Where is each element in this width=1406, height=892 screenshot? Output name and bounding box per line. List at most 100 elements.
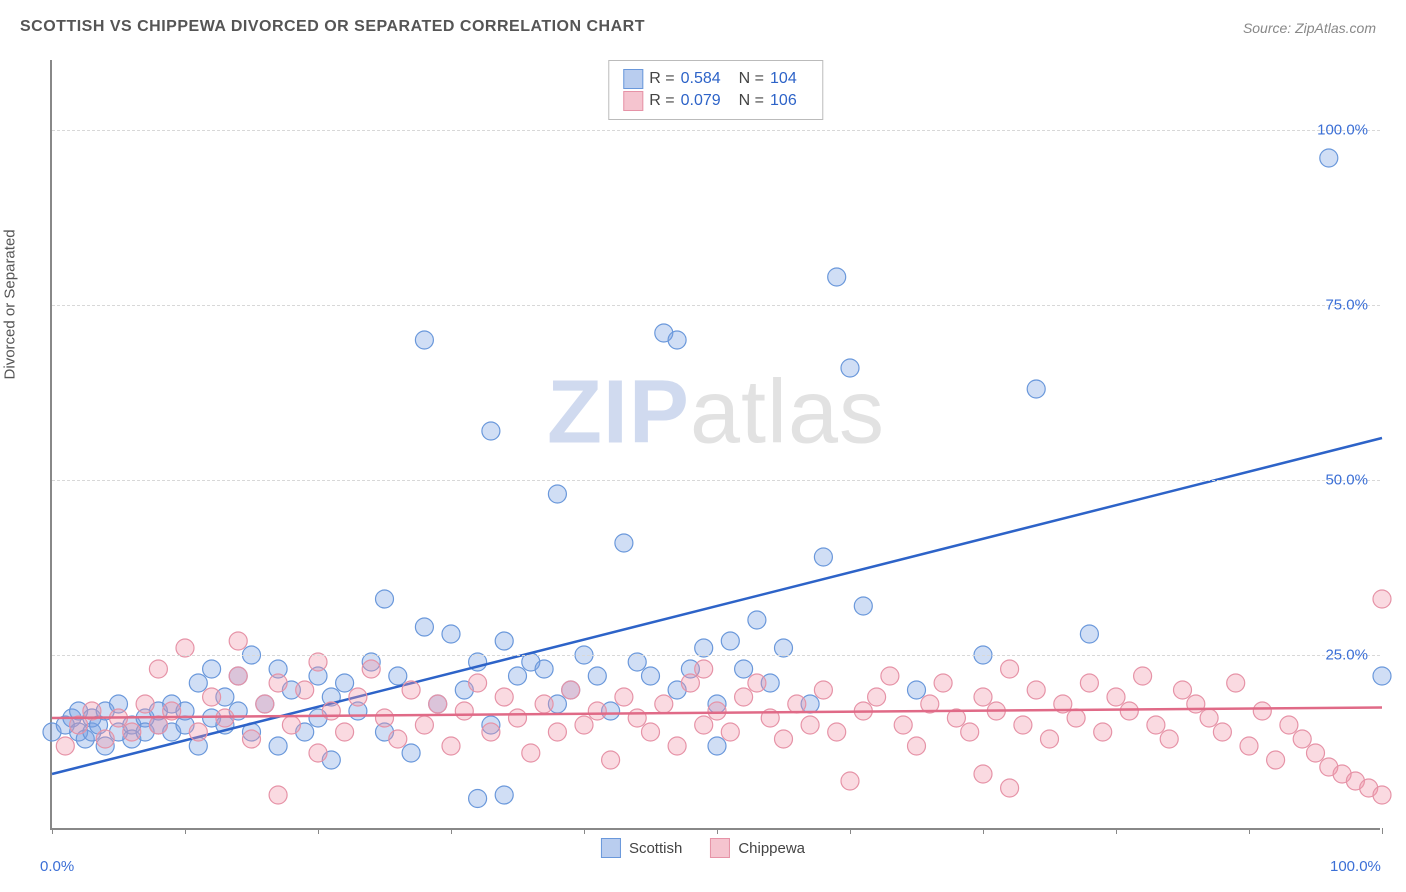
data-point [854,597,872,615]
x-tick [1249,828,1250,834]
y-tick-label: 100.0% [1317,122,1368,139]
data-point [881,667,899,685]
data-point [575,716,593,734]
data-point [562,681,580,699]
chippewa-swatch-icon [710,838,730,858]
source-label: Source: [1243,20,1291,36]
data-point [442,737,460,755]
data-point [735,660,753,678]
data-point [243,730,261,748]
data-point [96,730,114,748]
data-point [482,422,500,440]
data-point [1134,667,1152,685]
data-point [429,695,447,713]
x-axis-max-label: 100.0% [1330,858,1381,875]
data-point [203,660,221,678]
data-point [495,688,513,706]
data-point [974,688,992,706]
data-point [522,744,540,762]
data-point [1373,667,1391,685]
data-point [482,723,500,741]
data-point [548,723,566,741]
data-point [376,590,394,608]
data-point [1187,695,1205,713]
data-point [1280,716,1298,734]
data-point [1253,702,1271,720]
data-point [402,681,420,699]
data-point [282,716,300,734]
data-point [189,674,207,692]
data-point [442,625,460,643]
data-point [615,688,633,706]
data-point [149,660,167,678]
data-point [123,723,141,741]
x-tick [451,828,452,834]
data-point [402,744,420,762]
data-point [1307,744,1325,762]
data-point [256,695,274,713]
data-point [1147,716,1165,734]
data-point [721,723,739,741]
data-point [1067,709,1085,727]
data-point [695,716,713,734]
data-point [1240,737,1258,755]
data-point [376,709,394,727]
data-point [548,485,566,503]
trend-line [52,438,1382,774]
data-point [588,667,606,685]
data-point [336,674,354,692]
data-point [1080,625,1098,643]
y-tick-label: 50.0% [1325,472,1368,489]
source-value: ZipAtlas.com [1295,20,1376,36]
x-tick [1382,828,1383,834]
data-point [934,674,952,692]
data-point [1041,730,1059,748]
data-point [56,737,74,755]
data-point [668,331,686,349]
x-tick [983,828,984,834]
gridline [52,480,1380,481]
data-point [415,331,433,349]
legend-chippewa-label: Chippewa [738,840,805,857]
data-point [389,667,407,685]
data-point [469,790,487,808]
data-point [1027,380,1045,398]
gridline [52,130,1380,131]
data-point [203,688,221,706]
data-point [336,723,354,741]
data-point [229,667,247,685]
data-point [721,632,739,650]
legend-item-chippewa: Chippewa [710,838,805,858]
data-point [495,786,513,804]
data-point [1373,590,1391,608]
data-point [535,695,553,713]
data-point [1014,716,1032,734]
data-point [642,723,660,741]
data-point [495,632,513,650]
x-tick [584,828,585,834]
data-point [801,716,819,734]
data-point [828,268,846,286]
data-point [788,695,806,713]
data-point [509,709,527,727]
data-point [469,674,487,692]
data-point [322,702,340,720]
source-attribution: Source: ZipAtlas.com [1243,20,1376,36]
data-point [269,737,287,755]
data-point [908,737,926,755]
data-point [748,674,766,692]
data-point [1293,730,1311,748]
gridline [52,305,1380,306]
data-point [748,611,766,629]
data-point [814,548,832,566]
data-point [509,667,527,685]
data-point [1267,751,1285,769]
data-point [189,723,207,741]
data-point [389,730,407,748]
data-point [362,660,380,678]
data-point [1001,660,1019,678]
data-point [269,786,287,804]
data-point [149,716,167,734]
data-point [695,660,713,678]
chart-title: SCOTTISH VS CHIPPEWA DIVORCED OR SEPARAT… [20,18,645,36]
